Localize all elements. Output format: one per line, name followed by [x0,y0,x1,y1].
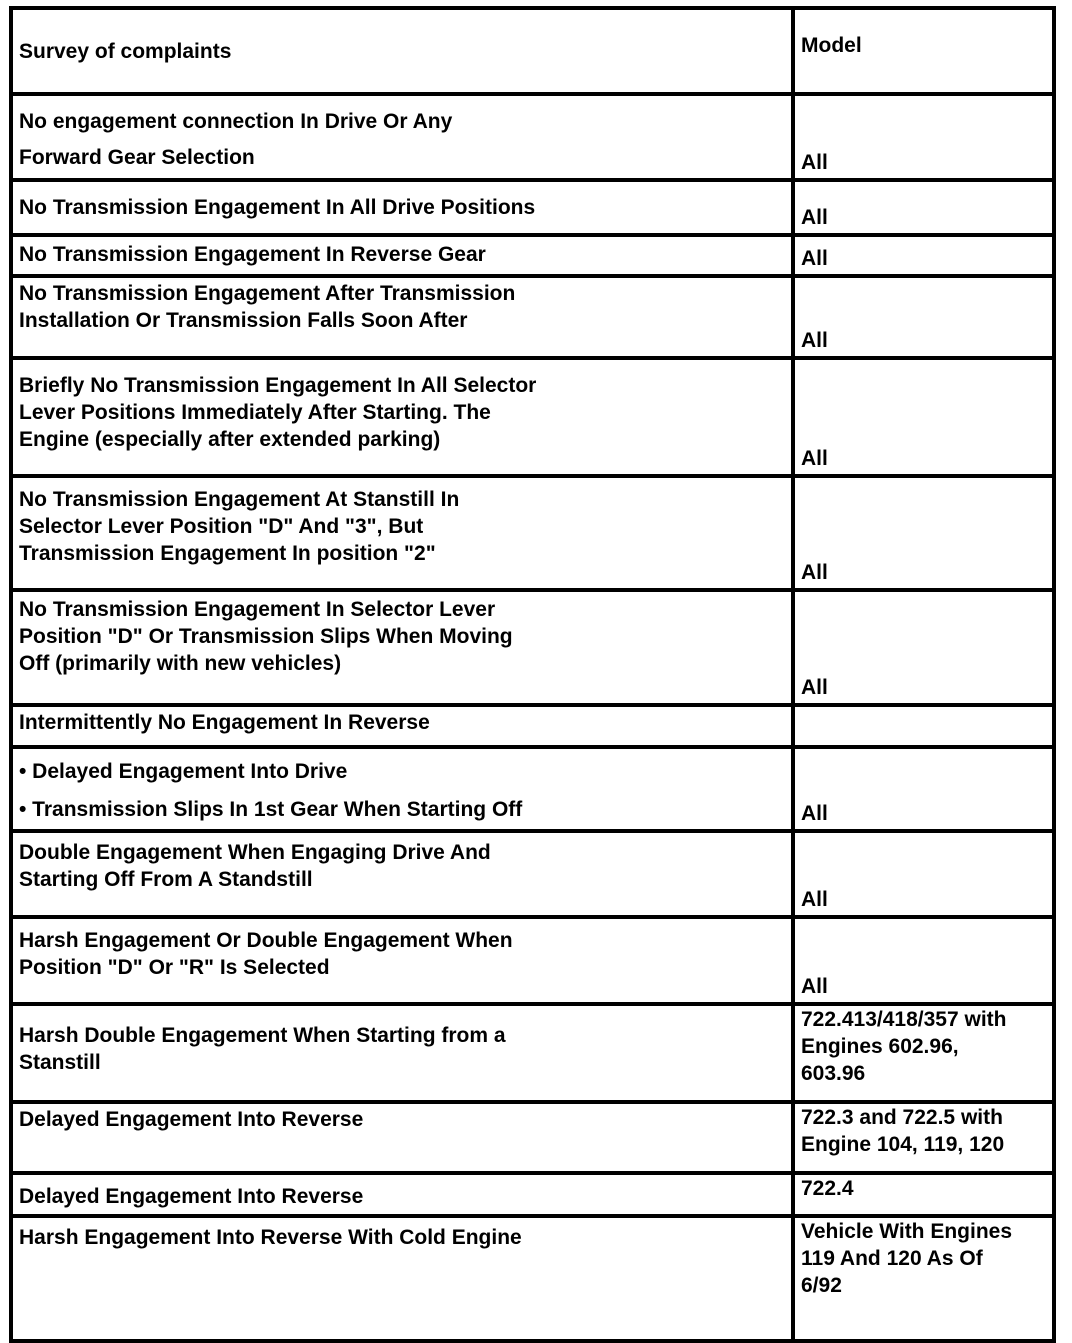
table-row: Harsh Engagement Into Reverse With Cold … [9,1214,1056,1343]
model-text: All [801,329,828,352]
complaint-text: No Transmission Engagement At Stanstill … [19,488,460,511]
model-cell: All [791,588,1056,707]
model-cell: All [791,745,1056,833]
complaint-cell: No engagement connection In Drive Or Any… [9,92,795,182]
complaint-cell: Delayed Engagement Into Reverse [9,1100,795,1175]
model-text: 119 And 120 As Of [801,1247,983,1270]
complaint-text: Harsh Double Engagement When Starting fr… [19,1024,506,1047]
complaint-text: Lever Positions Immediately After Starti… [19,401,491,424]
table-row: Delayed Engagement Into Reverse 722.4 [9,1171,1056,1218]
complaint-text: • Transmission Slips In 1st Gear When St… [19,798,523,821]
complaint-text: No Transmission Engagement After Transmi… [19,282,516,305]
complaint-text: Position "D" Or "R" Is Selected [19,956,330,979]
model-cell: Vehicle With Engines 119 And 120 As Of 6/9… [791,1214,1056,1343]
model-cell: All [791,474,1056,592]
table-row: Intermittently No Engagement In Reverse [9,703,1056,749]
model-text: 722.413/418/357 with [801,1008,1007,1031]
complaint-text: Transmission Engagement In position "2" [19,542,436,565]
complaint-text: No Transmission Engagement In Selector L… [19,598,496,621]
model-cell: All [791,233,1056,278]
model-text: 603.96 [801,1062,866,1085]
complaint-text: Selector Lever Position "D" And "3", But [19,515,424,538]
model-text: Engine 104, 119, 120 [801,1133,1005,1156]
table-row: Briefly No Transmission Engagement In Al… [9,356,1056,478]
complaint-cell: Harsh Engagement Or Double Engagement Wh… [9,915,795,1006]
table-row: No Transmission Engagement At Stanstill … [9,474,1056,592]
complaint-text: Harsh Engagement Into Reverse With Cold … [19,1226,522,1249]
model-cell: All [791,92,1056,182]
header-row: Survey of complaints Model [9,6,1056,96]
complaints-table: Survey of complaints Model No engagement… [9,6,1056,1343]
model-cell: All [791,178,1056,237]
complaint-cell: No Transmission Engagement After Transmi… [9,274,795,360]
model-text: All [801,151,828,174]
table-row: • Delayed Engagement Into Drive • Transmi… [9,745,1056,833]
complaint-text: • Delayed Engagement Into Drive [19,760,348,783]
complaint-cell: Delayed Engagement Into Reverse [9,1171,795,1218]
model-cell: 722.3 and 722.5 with Engine 104, 119, 120 [791,1100,1056,1175]
model-text: All [801,206,828,229]
model-text: All [801,676,828,699]
model-cell: 722.413/418/357 with Engines 602.96, 603.9… [791,1002,1056,1104]
model-cell: All [791,274,1056,360]
model-text: All [801,561,828,584]
complaint-cell: Briefly No Transmission Engagement In Al… [9,356,795,478]
header-model: Model [791,6,1056,96]
table-row: No Transmission Engagement In Reverse Ge… [9,233,1056,278]
complaint-cell: No Transmission Engagement In All Drive … [9,178,795,237]
complaint-cell: Intermittently No Engagement In Reverse [9,703,795,749]
complaint-cell: Harsh Engagement Into Reverse With Cold … [9,1214,795,1343]
complaint-cell: No Transmission Engagement At Stanstill … [9,474,795,592]
complaint-text: Delayed Engagement Into Reverse [19,1108,364,1131]
complaint-text: No engagement connection In Drive Or Any [19,110,453,133]
complaint-cell: • Delayed Engagement Into Drive • Transmi… [9,745,795,833]
complaint-text: No Transmission Engagement In Reverse Ge… [19,243,486,266]
complaint-text: Double Engagement When Engaging Drive An… [19,841,491,864]
complaint-text: Position "D" Or Transmission Slips When … [19,625,513,648]
model-text: All [801,888,828,911]
header-complaint: Survey of complaints [9,6,795,96]
table-row: No Transmission Engagement In All Drive … [9,178,1056,237]
complaint-text: Starting Off From A Standstill [19,868,313,891]
model-text: All [801,975,828,998]
model-text: 722.4 [801,1177,854,1200]
model-cell: 722.4 [791,1171,1056,1218]
table-row: Harsh Double Engagement When Starting fr… [9,1002,1056,1104]
model-cell: All [791,356,1056,478]
complaint-text: Briefly No Transmission Engagement In Al… [19,374,537,397]
header-complaint-label: Survey of complaints [19,39,232,63]
complaint-text: Delayed Engagement Into Reverse [19,1185,364,1208]
complaint-text: Stanstill [19,1051,101,1074]
header-model-label: Model [801,34,862,57]
model-text: All [801,802,828,825]
model-text: 722.3 and 722.5 with [801,1106,1003,1129]
table-row: No engagement connection In Drive Or Any… [9,92,1056,182]
model-text: Engines 602.96, [801,1035,959,1058]
table-row: No Transmission Engagement After Transmi… [9,274,1056,360]
complaint-text: Forward Gear Selection [19,146,255,169]
complaint-cell: Harsh Double Engagement When Starting fr… [9,1002,795,1104]
table-row: No Transmission Engagement In Selector L… [9,588,1056,707]
complaint-text: Off (primarily with new vehicles) [19,652,342,675]
model-cell [791,703,1056,749]
table-row: Delayed Engagement Into Reverse 722.3 and… [9,1100,1056,1175]
complaint-text: No Transmission Engagement In All Drive … [19,196,536,219]
model-text: All [801,447,828,470]
complaint-cell: No Transmission Engagement In Reverse Ge… [9,233,795,278]
complaint-text: Installation Or Transmission Falls Soon … [19,309,468,332]
complaint-text: Harsh Engagement Or Double Engagement Wh… [19,929,513,952]
model-cell: All [791,915,1056,1006]
complaint-text: Engine (especially after extended parkin… [19,428,441,451]
model-text: Vehicle With Engines [801,1220,1013,1243]
model-cell: All [791,829,1056,919]
model-text: All [801,247,828,270]
model-text: 6/92 [801,1274,842,1297]
table-row: Double Engagement When Engaging Drive An… [9,829,1056,919]
complaint-text: Intermittently No Engagement In Reverse [19,711,430,734]
complaint-cell: No Transmission Engagement In Selector L… [9,588,795,707]
table-row: Harsh Engagement Or Double Engagement Wh… [9,915,1056,1006]
complaint-cell: Double Engagement When Engaging Drive An… [9,829,795,919]
